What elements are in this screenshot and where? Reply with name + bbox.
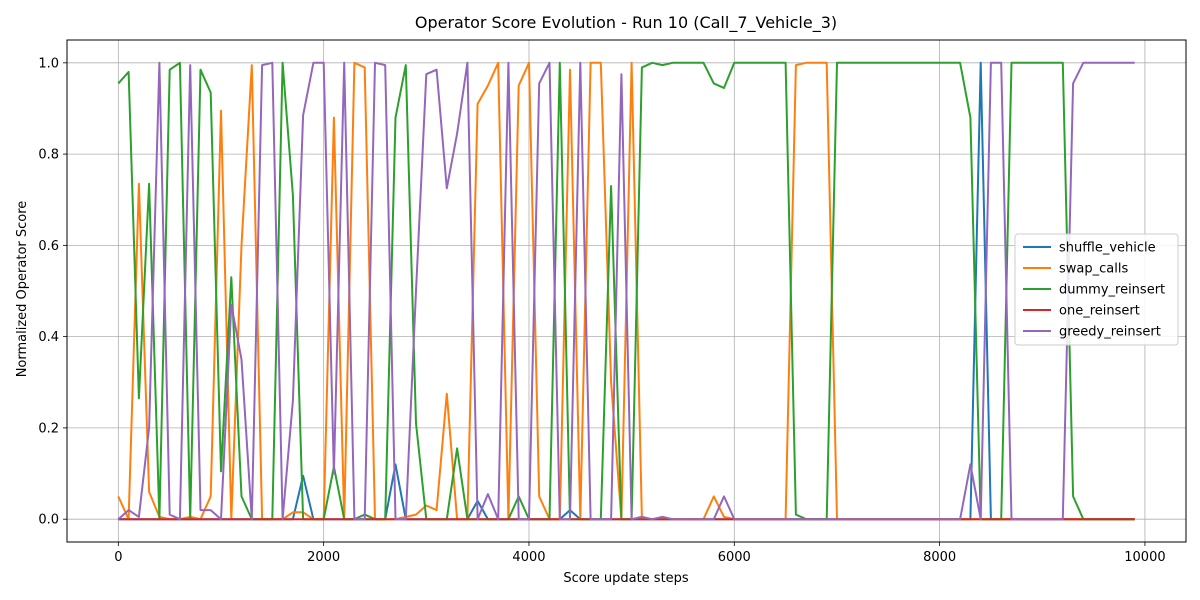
x-tick-label: 0 bbox=[114, 550, 122, 565]
legend-label: dummy_reinsert bbox=[1059, 283, 1165, 298]
plot-frame bbox=[66, 39, 1187, 543]
series-line-greedy-reinsert bbox=[117, 61, 1135, 521]
x-tick-label: 8000 bbox=[923, 550, 956, 565]
x-tick-label: 2000 bbox=[307, 550, 340, 565]
chart-title: Operator Score Evolution - Run 10 (Call_… bbox=[415, 13, 837, 33]
plot-lines bbox=[117, 61, 1135, 521]
x-tick-label: 10000 bbox=[1124, 550, 1165, 565]
y-tick-label: 0.8 bbox=[38, 148, 59, 163]
x-tick-label: 6000 bbox=[718, 550, 751, 565]
y-tick-label: 0.0 bbox=[38, 513, 59, 528]
legend-label: one_reinsert bbox=[1059, 304, 1140, 319]
axis-ticks: 0 2000 4000 6000 8000 10000 0.0 0.2 0.4 0.6 0.8 1.0 bbox=[38, 56, 1165, 565]
x-tick-label: 4000 bbox=[512, 550, 545, 565]
legend-label: shuffle_vehicle bbox=[1059, 241, 1156, 256]
y-tick-label: 0.6 bbox=[38, 239, 59, 254]
legend-label: greedy_reinsert bbox=[1059, 325, 1161, 340]
y-axis-label: Normalized Operator Score bbox=[15, 201, 30, 378]
legend: shuffle_vehicle swap_calls dummy_reinserto… bbox=[1014, 233, 1179, 346]
x-axis-label: Score update steps bbox=[563, 571, 689, 586]
legend-label: swap_calls bbox=[1059, 262, 1128, 277]
legend-box bbox=[1014, 233, 1179, 346]
y-tick-label: 1.0 bbox=[38, 56, 59, 71]
y-tick-label: 0.4 bbox=[38, 330, 59, 345]
y-tick-label: 0.2 bbox=[38, 421, 59, 436]
